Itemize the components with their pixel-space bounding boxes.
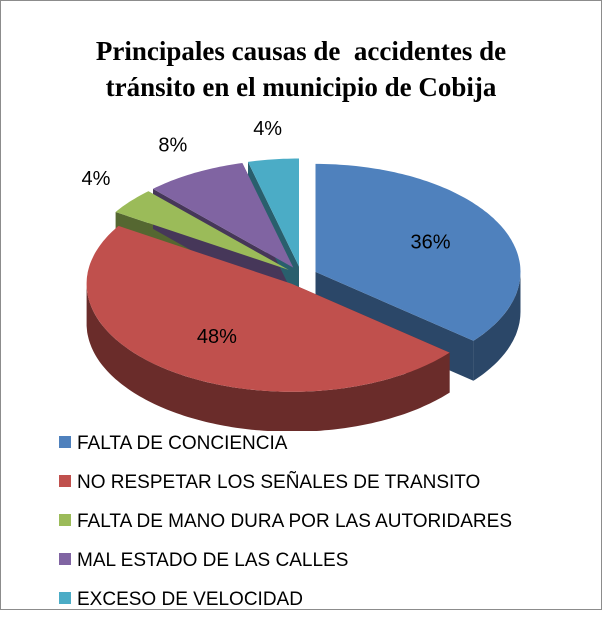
data-label: 4%	[253, 118, 282, 140]
legend-swatch	[59, 592, 71, 604]
slice	[153, 163, 294, 268]
data-label: 4%	[82, 168, 111, 190]
legend-item: FALTA DE MANO DURA POR LAS AUTORIDARES	[59, 507, 512, 546]
legend-label: FALTA DE MANO DURA POR LAS AUTORIDARES	[77, 511, 512, 532]
slice	[115, 191, 289, 270]
legend-item: FALTA DE CONCIENCIA	[59, 429, 512, 468]
legend-swatch	[59, 553, 71, 565]
legend-item: EXCESO DE VELOCIDAD	[59, 585, 512, 624]
slice	[248, 158, 299, 267]
legend-label: NO RESPETAR LOS SEÑALES DE TRANSITO	[77, 472, 481, 493]
chart-title: Principales causas de accidentes de trán…	[95, 36, 513, 102]
slice	[86, 225, 450, 392]
pie: 36% 48% 4% 8% 4%	[82, 118, 521, 431]
legend-swatch	[59, 514, 71, 526]
legend-label: EXCESO DE VELOCIDAD	[77, 589, 303, 610]
legend: FALTA DE CONCIENCIA NO RESPETAR LOS SEÑAL…	[59, 429, 512, 624]
slice-side	[86, 283, 450, 431]
data-label: 48%	[197, 326, 237, 348]
legend-swatch	[59, 475, 71, 487]
chart-frame: Principales causas de accidentes de trán…	[0, 0, 602, 610]
legend-label: FALTA DE CONCIENCIA	[77, 433, 288, 454]
legend-label: MAL ESTADO DE LAS CALLES	[77, 550, 349, 571]
slice	[315, 163, 521, 341]
legend-item: NO RESPETAR LOS SEÑALES DE TRANSITO	[59, 468, 512, 507]
data-label: 8%	[158, 134, 187, 156]
legend-item: MAL ESTADO DE LAS CALLES	[59, 546, 512, 585]
slice-side	[473, 271, 521, 381]
data-label: 36%	[410, 232, 450, 254]
legend-swatch	[59, 436, 71, 448]
